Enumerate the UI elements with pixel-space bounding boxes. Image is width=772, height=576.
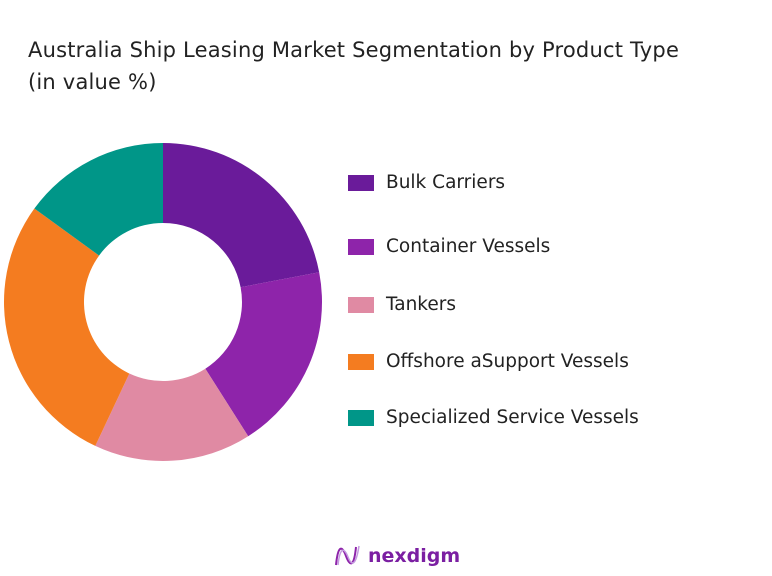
donut-slice-specialized-service-vessels	[34, 143, 163, 256]
legend-item: Tankers	[348, 294, 456, 315]
chart-title-line-2: (in value %)	[28, 70, 157, 94]
legend-label: Tankers	[386, 294, 456, 315]
donut-slice-bulk-carriers	[163, 143, 320, 288]
donut-slice-tankers	[95, 368, 249, 461]
donut-slice-container-vessels	[205, 272, 322, 437]
legend-item: Container Vessels	[348, 236, 550, 257]
donut-slice-offshore-asupport-vessels	[3, 208, 130, 446]
legend-swatch	[348, 238, 374, 255]
legend-label: Specialized Service Vessels	[386, 407, 639, 428]
nexdigm-logo-text: nexdigm	[368, 545, 461, 567]
legend-item: Offshore aSupport Vessels	[348, 351, 629, 372]
legend-swatch	[348, 353, 374, 370]
nexdigm-logo: nexdigm	[334, 543, 460, 569]
legend-swatch	[348, 296, 374, 313]
chart-title: Australia Ship Leasing Market Segmentati…	[28, 34, 679, 98]
legend-swatch	[348, 174, 374, 191]
legend-swatch	[348, 409, 374, 426]
legend-item: Bulk Carriers	[348, 172, 505, 193]
chart-title-line-1: Australia Ship Leasing Market Segmentati…	[28, 38, 680, 62]
nexdigm-logo-icon	[335, 545, 360, 566]
legend-label: Offshore aSupport Vessels	[386, 351, 629, 372]
legend-label: Container Vessels	[386, 236, 551, 257]
legend-label: Bulk Carriers	[386, 172, 506, 193]
legend-item: Specialized Service Vessels	[348, 407, 639, 428]
